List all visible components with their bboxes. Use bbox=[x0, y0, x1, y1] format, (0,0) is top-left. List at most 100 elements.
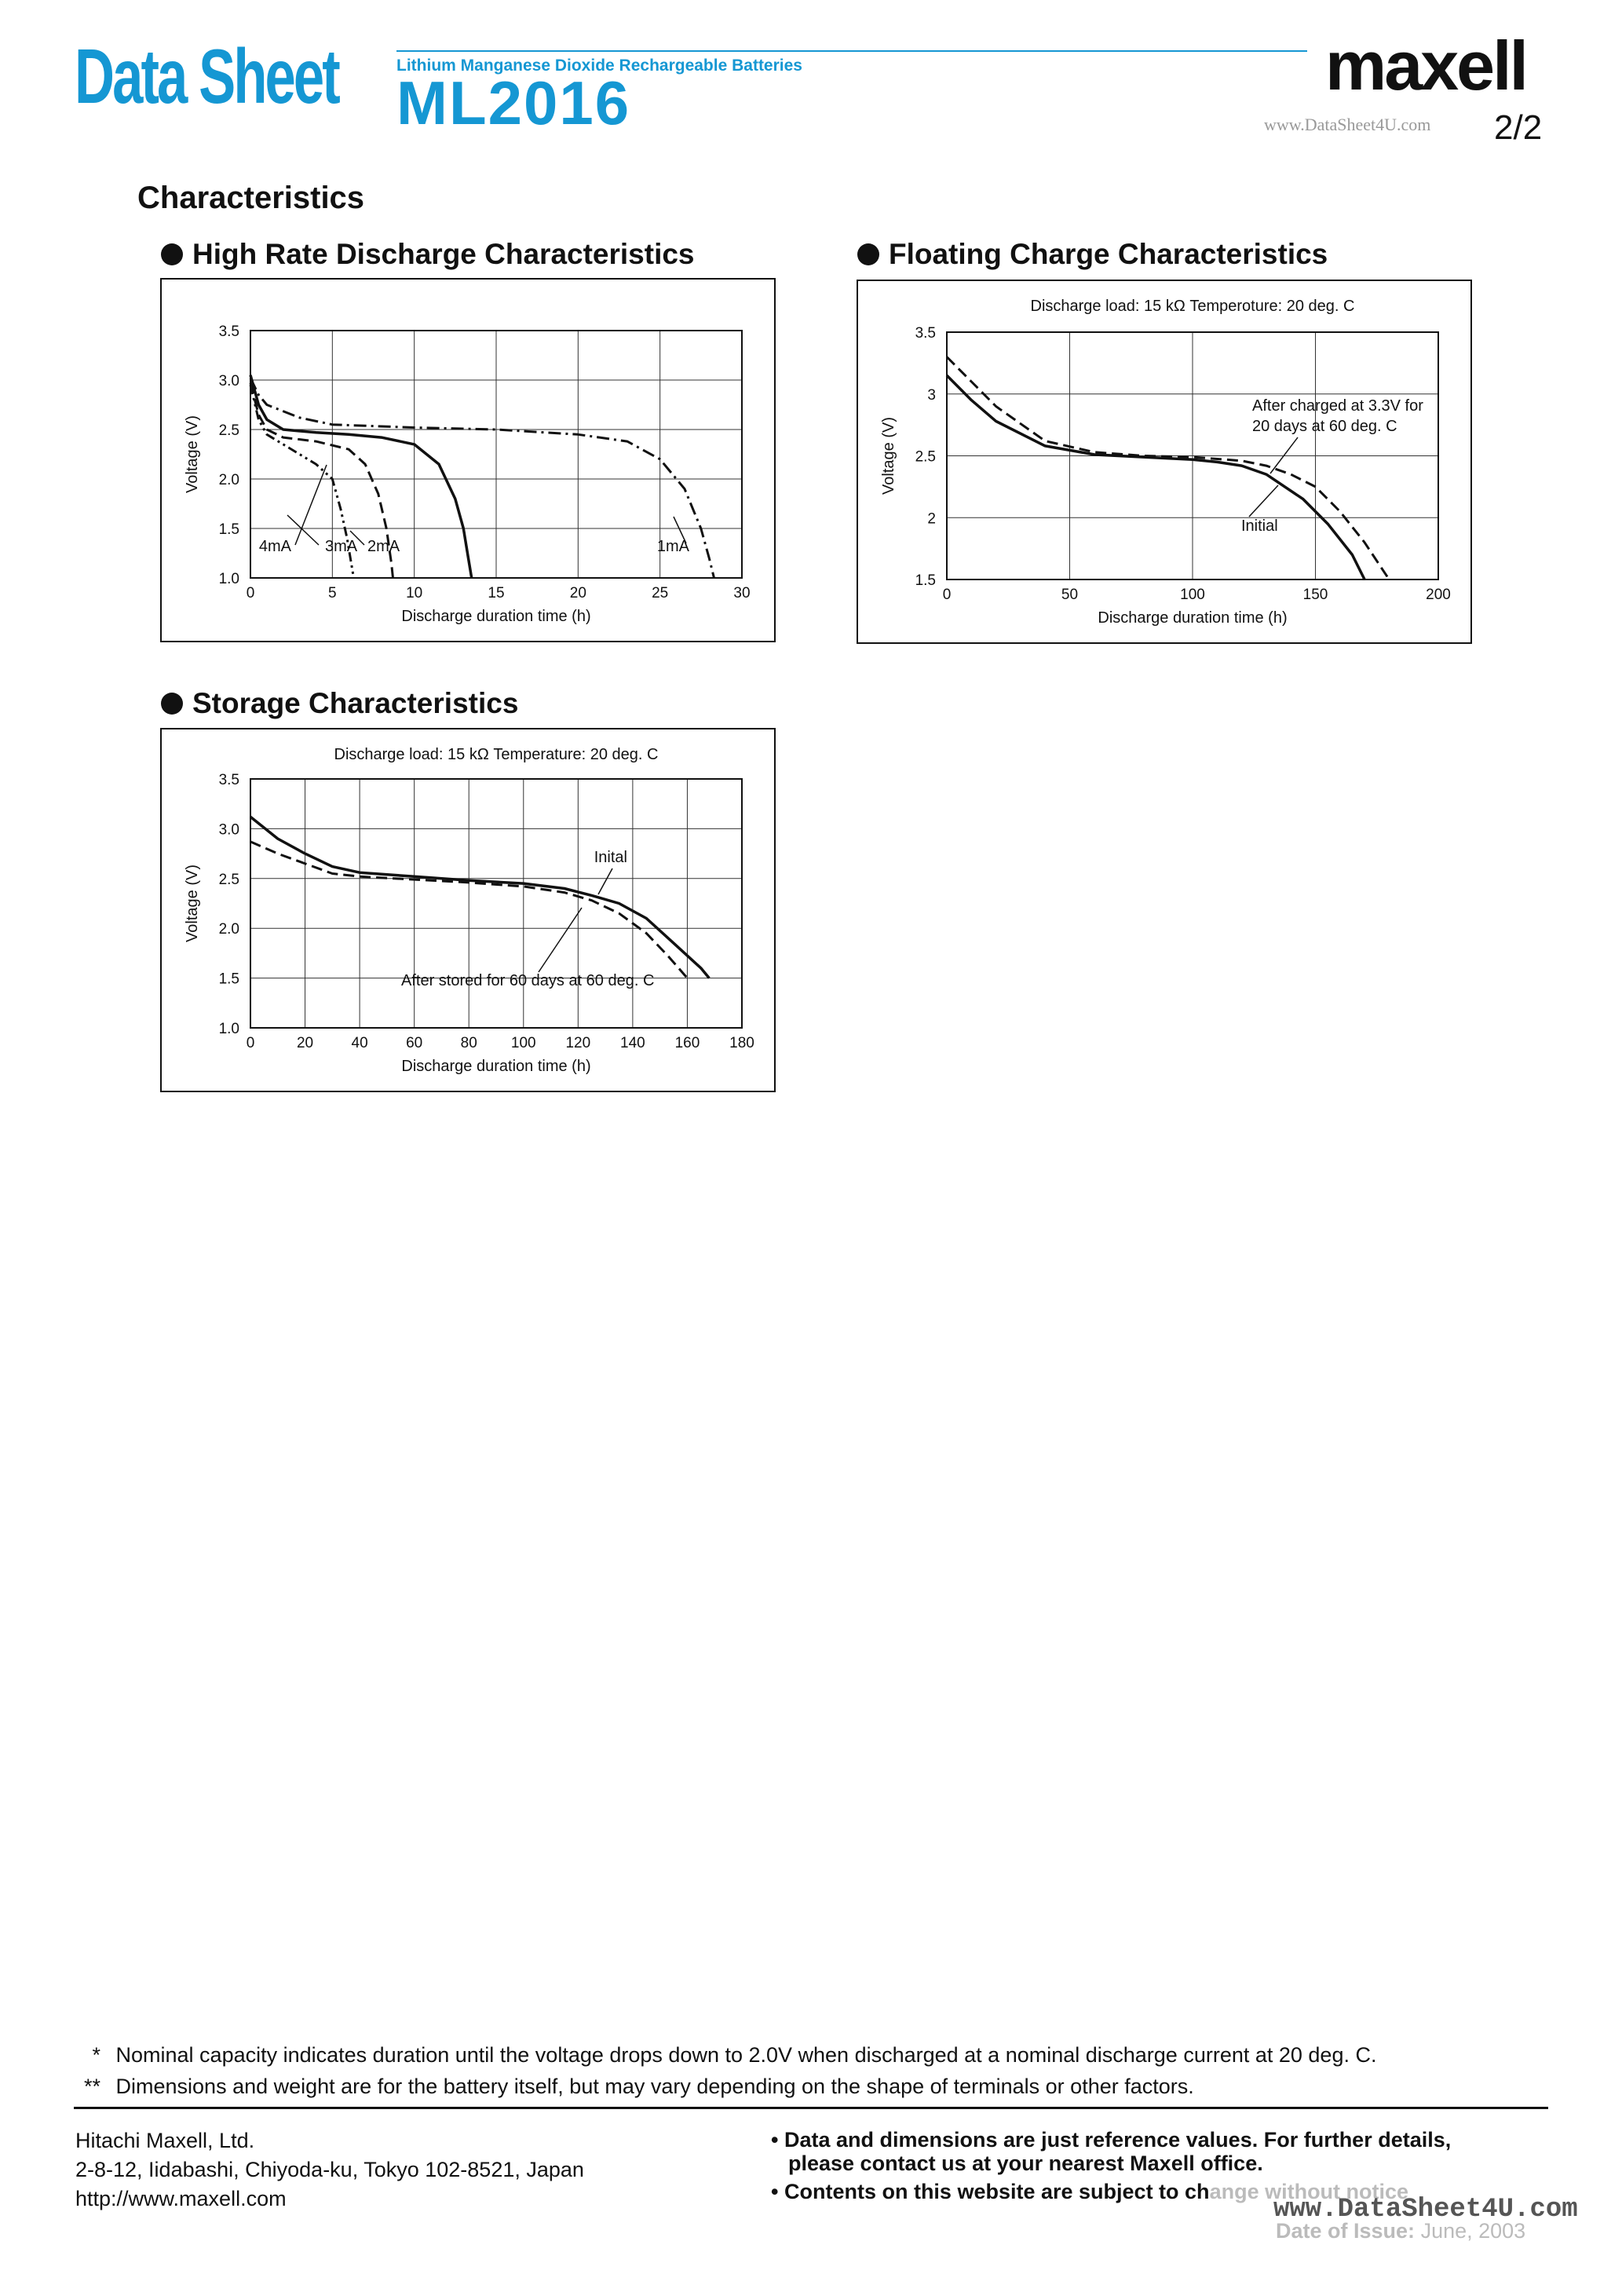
chart-subtitle: Discharge load: 15 kΩ Temperoture: 20 de… bbox=[1031, 298, 1355, 315]
series-line bbox=[249, 384, 355, 579]
bullet-icon bbox=[857, 243, 879, 265]
footnote-1: * Nominal capacity indicates duration un… bbox=[92, 2043, 1377, 2067]
notice-2: • Contents on this website are subject t… bbox=[771, 2180, 1409, 2203]
floating-chart: Discharge load: 15 kΩ Temperoture: 20 de… bbox=[857, 280, 1472, 644]
x-tick-label: 150 bbox=[1303, 587, 1328, 603]
date-of-issue: Date of Issue: June, 2003 bbox=[1276, 2219, 1526, 2243]
series-line bbox=[249, 815, 711, 979]
plot-border bbox=[250, 778, 743, 1029]
annotation-label: Initial bbox=[1241, 517, 1278, 535]
plot-border bbox=[250, 330, 743, 579]
x-tick-label: 100 bbox=[1180, 587, 1205, 603]
x-tick-label: 180 bbox=[729, 1035, 754, 1051]
x-tick-label: 120 bbox=[565, 1035, 590, 1051]
storage-chart-svg: Discharge load: 15 kΩ Temperature: 20 de… bbox=[184, 746, 754, 1075]
annotation-arrow bbox=[1269, 437, 1299, 474]
watermark-link[interactable]: www.DataSheet4U.com bbox=[1264, 115, 1431, 134]
storage-chart: Discharge load: 15 kΩ Temperature: 20 de… bbox=[160, 728, 776, 1092]
notice-1: • Data and dimensions are just reference… bbox=[771, 2128, 1452, 2152]
x-tick-label: 25 bbox=[652, 585, 668, 601]
footnote-2: ** Dimensions and weight are for the bat… bbox=[83, 2075, 1194, 2098]
x-tick-label: 20 bbox=[570, 585, 586, 601]
x-axis-label: Discharge duration time (h) bbox=[401, 608, 590, 625]
x-tick-label: 60 bbox=[406, 1035, 422, 1051]
annotation-label: 4mA bbox=[259, 538, 292, 555]
y-tick-label: 1.0 bbox=[219, 571, 239, 587]
floating-chart-svg: Discharge load: 15 kΩ Temperoture: 20 de… bbox=[880, 298, 1451, 627]
doc-type-title: Data Sheet bbox=[75, 33, 341, 119]
series-line bbox=[249, 377, 715, 579]
model-number: ML2016 bbox=[396, 68, 631, 137]
x-tick-label: 10 bbox=[406, 585, 422, 601]
company-address: 2-8-12, Iidabashi, Chiyoda-ku, Tokyo 102… bbox=[75, 2158, 584, 2181]
series-line bbox=[945, 374, 1366, 580]
series-line bbox=[250, 840, 689, 979]
annotation-arrow bbox=[597, 868, 613, 895]
x-tick-label: 200 bbox=[1426, 587, 1451, 603]
high-rate-chart-title: High Rate Discharge Characteristics bbox=[161, 238, 695, 271]
y-tick-label: 3.5 bbox=[219, 772, 239, 788]
x-axis-label: Discharge duration time (h) bbox=[1098, 609, 1287, 627]
y-tick-label: 3.5 bbox=[915, 325, 936, 342]
x-tick-label: 0 bbox=[943, 587, 952, 603]
company-name: Hitachi Maxell, Ltd. bbox=[75, 2129, 255, 2152]
notice-1-cont: please contact us at your nearest Maxell… bbox=[788, 2152, 1263, 2175]
annotation-label: 1mA bbox=[657, 538, 690, 555]
y-tick-label: 2.0 bbox=[219, 921, 239, 938]
y-tick-label: 2.5 bbox=[219, 422, 239, 439]
annotation-label: 2mA bbox=[367, 538, 400, 555]
y-tick-label: 2.5 bbox=[219, 872, 239, 888]
x-tick-label: 20 bbox=[297, 1035, 313, 1051]
x-tick-label: 50 bbox=[1061, 587, 1078, 603]
page-number: 2/2 bbox=[1494, 108, 1543, 147]
x-tick-label: 80 bbox=[461, 1035, 477, 1051]
y-tick-label: 1.0 bbox=[219, 1021, 239, 1037]
series-line bbox=[249, 375, 473, 579]
annotation-label: 20 days at 60 deg. C bbox=[1252, 418, 1397, 435]
annotation-arrow bbox=[538, 907, 583, 973]
company-info: Hitachi Maxell, Ltd. 2-8-12, Iidabashi, … bbox=[75, 2126, 584, 2214]
brand-logo: maxell bbox=[1325, 27, 1529, 104]
header-rule bbox=[396, 50, 1307, 52]
x-tick-label: 160 bbox=[675, 1035, 700, 1051]
x-tick-label: 0 bbox=[247, 1035, 255, 1051]
storage-chart-title: Storage Characteristics bbox=[161, 687, 518, 720]
y-tick-label: 3 bbox=[927, 387, 936, 404]
x-tick-label: 30 bbox=[733, 585, 750, 601]
y-tick-label: 3.5 bbox=[219, 324, 239, 340]
series-line bbox=[945, 356, 1390, 580]
x-tick-label: 5 bbox=[328, 585, 337, 601]
annotation-arrow bbox=[349, 530, 365, 546]
annotation-arrow bbox=[1248, 484, 1279, 517]
floating-chart-title: Floating Charge Characteristics bbox=[857, 238, 1328, 271]
notices: • Data and dimensions are just reference… bbox=[771, 2128, 1451, 2203]
high-rate-chart-svg: 0 5 10 15 20 25 30 1.0 1.5 2.0 2.5 3.0 3.5 Discharge … bbox=[184, 324, 751, 625]
annotation-label: After stored for 60 days at 60 deg. C bbox=[401, 972, 654, 989]
y-tick-label: 1.5 bbox=[219, 971, 239, 988]
annotation-label: After charged at 3.3V for bbox=[1252, 397, 1423, 415]
y-tick-label: 2 bbox=[927, 510, 936, 527]
footer-rule bbox=[74, 2107, 1548, 2109]
company-url[interactable]: http://www.maxell.com bbox=[75, 2187, 287, 2210]
x-tick-label: 15 bbox=[488, 585, 504, 601]
series-line bbox=[249, 382, 394, 579]
x-tick-label: 0 bbox=[247, 585, 255, 601]
y-tick-label: 3.0 bbox=[219, 373, 239, 389]
annotation-label: 3mA bbox=[325, 538, 358, 555]
product-line: Lithium Manganese Dioxide Rechargeable B… bbox=[396, 57, 802, 75]
x-tick-label: 100 bbox=[511, 1035, 536, 1051]
y-tick-label: 2.5 bbox=[915, 449, 936, 466]
y-axis-label: Voltage (V) bbox=[880, 417, 897, 495]
annotation-arrow bbox=[294, 464, 327, 546]
section-title: Characteristics bbox=[137, 181, 365, 215]
footer-watermark[interactable]: www.DataSheet4U.com bbox=[1273, 2195, 1578, 2225]
y-tick-label: 3.0 bbox=[219, 821, 239, 838]
y-tick-label: 1.5 bbox=[219, 521, 239, 538]
x-tick-label: 140 bbox=[620, 1035, 645, 1051]
y-axis-label: Voltage (V) bbox=[184, 415, 201, 493]
annotation-arrow bbox=[287, 514, 320, 546]
bullet-icon bbox=[161, 243, 183, 265]
high-rate-chart: 0 5 10 15 20 25 30 1.0 1.5 2.0 2.5 3.0 3.5 Discharge … bbox=[160, 278, 776, 642]
chart-subtitle: Discharge load: 15 kΩ Temperature: 20 de… bbox=[334, 746, 659, 763]
y-tick-label: 2.0 bbox=[219, 472, 239, 488]
